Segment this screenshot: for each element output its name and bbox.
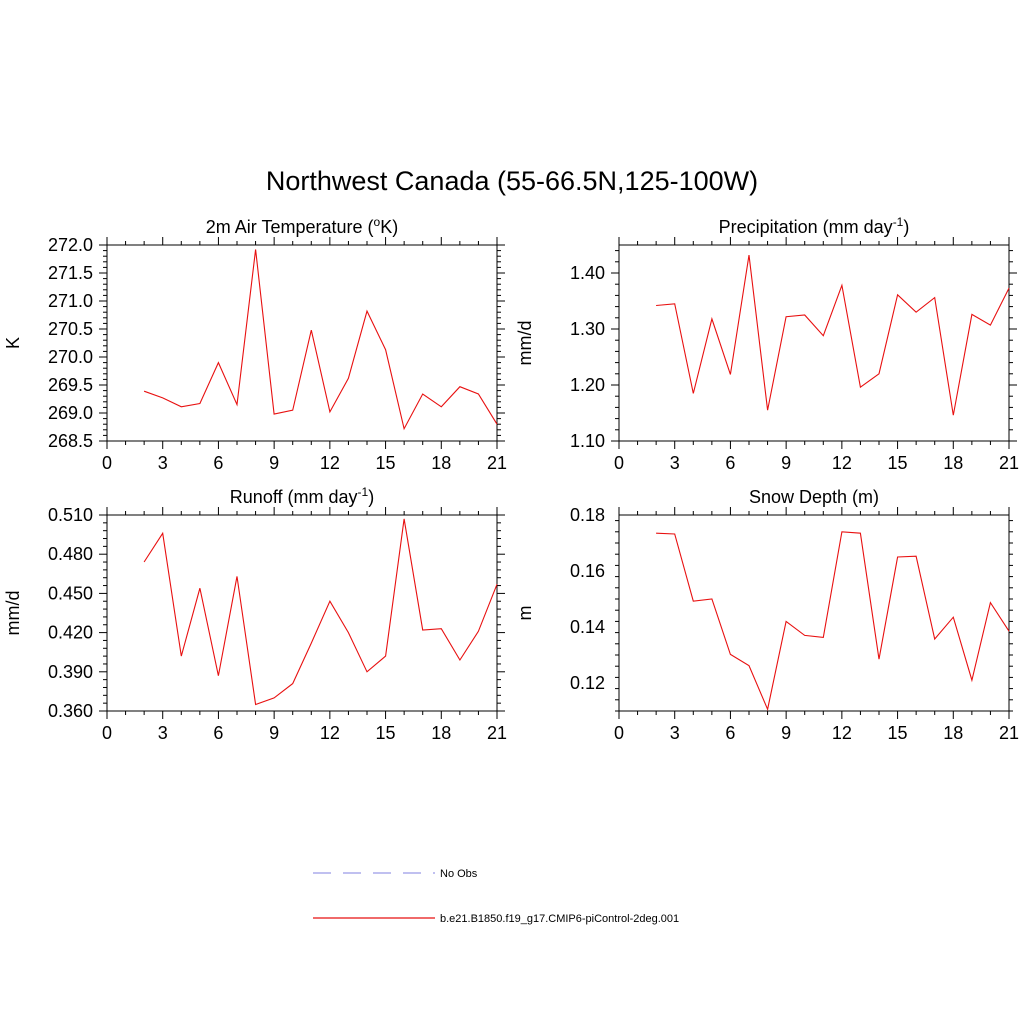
x-tick-label: 12: [320, 453, 340, 473]
x-tick-label: 0: [102, 723, 112, 743]
y-tick-label: 272.0: [48, 235, 93, 255]
x-tick-label: 0: [614, 453, 624, 473]
plot-frame: [106, 244, 498, 442]
panel-title-end: ): [368, 487, 374, 507]
y-tick-label: 269.5: [48, 375, 93, 395]
x-tick-label: 9: [269, 453, 279, 473]
x-tick-label: 12: [832, 723, 852, 743]
x-tick-label: 21: [999, 453, 1019, 473]
plot-frame: [618, 244, 1010, 442]
figure-title: Northwest Canada (55-66.5N,125-100W): [266, 166, 758, 196]
x-tick-label: 21: [487, 723, 507, 743]
x-tick-label: 18: [943, 723, 963, 743]
panel-title-end: K): [380, 217, 398, 237]
panel-runoff-mm-day: Runoff (mm day-1) mm/d 0 3 6 9 12 15 18 21 0.360 0.…: [3, 485, 507, 743]
y-tick-label: 1.30: [570, 319, 605, 339]
y-tick-label: 0.18: [570, 505, 605, 525]
panel-title: Snow Depth (m): [749, 487, 879, 507]
panels: 2m Air Temperature (oK) K 0 3 6 9 12 15 18 21 268.…: [3, 215, 1019, 743]
plot-frame: [106, 514, 498, 712]
panel-title-superscript: -1: [893, 215, 904, 229]
panel-title: 2m Air Temperature (oK): [206, 215, 398, 237]
x-tick-label: 18: [431, 453, 451, 473]
y-tick-label: 0.14: [570, 617, 605, 637]
x-tick-label: 0: [102, 453, 112, 473]
x-tick-label: 9: [781, 723, 791, 743]
panel-title-end: ): [903, 217, 909, 237]
legend-label-no-obs: No Obs: [440, 868, 478, 880]
panel-snow-depth-m: Snow Depth (m) m 0 3 6 9 12 15 18 21 0.12 0.14 0.16 0…: [515, 487, 1019, 743]
x-tick-label: 3: [158, 453, 168, 473]
x-tick-label: 6: [213, 723, 223, 743]
series-line: [143, 249, 498, 431]
y-tick-label: 0.360: [48, 701, 93, 721]
x-tick-label: 12: [320, 723, 340, 743]
x-tick-label: 6: [725, 723, 735, 743]
y-axis-label: mm/d: [515, 321, 535, 366]
x-tick-label: 15: [376, 453, 396, 473]
x-tick-label: 15: [888, 453, 908, 473]
series-line: [656, 531, 1010, 712]
plot-frame: [618, 514, 1010, 712]
panel-title: Runoff (mm day-1): [230, 485, 374, 507]
y-tick-label: 270.5: [48, 319, 93, 339]
x-tick-label: 6: [725, 453, 735, 473]
x-tick-label: 3: [670, 453, 680, 473]
y-tick-label: 0.450: [48, 583, 93, 603]
x-tick-label: 21: [999, 723, 1019, 743]
panel-title-superscript: o: [374, 215, 381, 229]
y-tick-label: 0.420: [48, 623, 93, 643]
x-tick-label: 18: [431, 723, 451, 743]
y-tick-label: 270.0: [48, 347, 93, 367]
series-line: [143, 518, 498, 706]
y-tick-label: 0.12: [570, 673, 605, 693]
x-tick-label: 15: [888, 723, 908, 743]
x-tick-label: 12: [832, 453, 852, 473]
y-tick-label: 269.0: [48, 403, 93, 423]
legend-label-model: b.e21.B1850.f19_g17.CMIP6-piControl-2deg…: [440, 913, 679, 925]
x-tick-label: 9: [781, 453, 791, 473]
y-axis-label: K: [3, 337, 23, 349]
legend: No Obs b.e21.B1850.f19_g17.CMIP6-piContr…: [313, 868, 679, 925]
x-tick-label: 3: [670, 723, 680, 743]
panel-title-main: Snow Depth (m): [749, 487, 879, 507]
y-tick-label: 268.5: [48, 431, 93, 451]
y-tick-label: 271.0: [48, 291, 93, 311]
panel-title-superscript: -1: [358, 485, 369, 499]
x-tick-label: 0: [614, 723, 624, 743]
y-tick-label: 0.390: [48, 662, 93, 682]
y-tick-label: 0.16: [570, 561, 605, 581]
y-tick-label: 1.10: [570, 431, 605, 451]
panel-title-main: Precipitation (mm day: [719, 217, 893, 237]
x-tick-label: 15: [376, 723, 396, 743]
y-tick-label: 0.510: [48, 505, 93, 525]
x-tick-label: 9: [269, 723, 279, 743]
y-axis-label: m: [515, 606, 535, 621]
x-tick-label: 3: [158, 723, 168, 743]
panel-title-main: Runoff (mm day: [230, 487, 358, 507]
panel-title: Precipitation (mm day-1): [719, 215, 910, 237]
y-axis-label: mm/d: [3, 591, 23, 636]
x-tick-label: 6: [213, 453, 223, 473]
panel-title-main: 2m Air Temperature (: [206, 217, 374, 237]
panel-2m-air-temperature-k: 2m Air Temperature (oK) K 0 3 6 9 12 15 18 21 268.…: [3, 215, 507, 473]
y-tick-label: 271.5: [48, 263, 93, 283]
y-tick-label: 1.40: [570, 263, 605, 283]
panel-precipitation-mm-day: Precipitation (mm day-1) mm/d 0 3 6 9 12 15 18 21…: [515, 215, 1019, 473]
y-tick-label: 0.480: [48, 544, 93, 564]
x-tick-label: 18: [943, 453, 963, 473]
series-line: [656, 255, 1010, 416]
y-tick-label: 1.20: [570, 375, 605, 395]
x-tick-label: 21: [487, 453, 507, 473]
